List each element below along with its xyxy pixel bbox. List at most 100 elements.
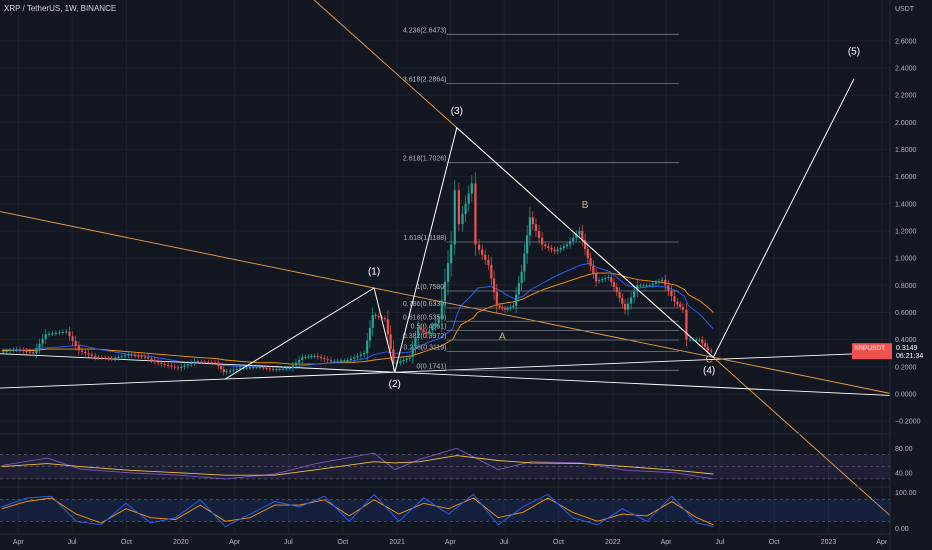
candle-body [425, 331, 428, 335]
candle-body [470, 183, 473, 194]
candle-body [180, 366, 183, 369]
candle-body [200, 361, 203, 363]
candle-body [443, 281, 447, 301]
candle-body [537, 230, 541, 238]
candle-body [523, 253, 526, 272]
candle-body [565, 244, 569, 247]
stoch-tick-label: 0.00 [895, 526, 909, 533]
candle-body [673, 296, 676, 302]
candle-body [294, 362, 298, 366]
candle-body [114, 357, 117, 359]
candle-body [453, 190, 456, 245]
ma-fast-line [1, 263, 714, 369]
y-tick-label: 2.0000 [895, 120, 917, 127]
candle-body [176, 367, 180, 369]
y-tick-label: 1.4000 [895, 201, 917, 208]
candle-body [399, 361, 402, 363]
candle-body [8, 350, 12, 352]
candle-body [298, 360, 301, 363]
candle-body [214, 362, 217, 364]
candle-body [313, 355, 316, 357]
candle-body [572, 237, 575, 242]
candle-body [143, 356, 147, 358]
candle-body [90, 354, 94, 356]
candle-body [531, 217, 534, 225]
candle-body [688, 339, 692, 341]
candle-body [490, 264, 493, 279]
price-badge-symbol: XRPUSDT [854, 345, 885, 352]
rsi-tick-label: 80.00 [895, 446, 913, 453]
candle-body [509, 307, 512, 309]
candle-body [123, 355, 127, 357]
fib-level-label: 0.618(0.5350) [403, 314, 447, 321]
x-tick-label: 2023 [821, 539, 837, 546]
candle-body [316, 355, 319, 358]
fib-level-label: 1(0.7580) [417, 284, 447, 291]
fib-level-label: 2.618(1.7026) [403, 156, 447, 163]
candle-body [333, 361, 336, 363]
stoch-tick-label: 100.00 [895, 490, 917, 497]
candle-body [575, 234, 578, 238]
candle-body [363, 353, 366, 355]
x-tick-label: Jul [284, 539, 293, 546]
rsi-ma-line [1, 455, 714, 476]
candle-body [520, 271, 523, 284]
wave-label: (5) [848, 46, 860, 57]
candle-body [604, 278, 607, 280]
x-tick-label: Jul [715, 539, 724, 546]
candle-body [262, 367, 265, 369]
fib-level-label: 3.618(2.2864) [403, 76, 447, 83]
y-tick-label: 0.4000 [895, 337, 917, 344]
x-tick-label: Apr [661, 539, 673, 546]
candle-body [495, 292, 498, 306]
candle-body [157, 361, 160, 363]
candle-body [501, 307, 504, 309]
elliott-wave-path [224, 78, 855, 380]
candle-body [219, 365, 223, 370]
candle-body [461, 213, 464, 225]
candle-body [150, 358, 153, 360]
stochastic-pane: 100.00 0.00 [0, 490, 917, 533]
candle-body [65, 331, 68, 333]
candle-body [173, 366, 176, 368]
x-tick-label: 2022 [605, 539, 621, 546]
candle-body [229, 370, 232, 372]
candle-body [110, 358, 113, 360]
candle-body [329, 360, 333, 362]
symbol-title: XRP / TetherUS, 1W, BINANCE [4, 4, 117, 13]
ma-slow-line [1, 272, 714, 365]
y-tick-label: 1.8000 [895, 147, 917, 154]
candle-body [163, 364, 166, 366]
candle-body [386, 319, 389, 335]
candle-body [583, 240, 587, 250]
candle-body [419, 327, 423, 330]
candle-body [281, 368, 285, 370]
wave-label: (1) [368, 266, 380, 277]
candle-body [349, 358, 353, 360]
candle-body [74, 340, 77, 346]
candle-body [422, 329, 425, 332]
candle-body [326, 359, 329, 361]
candle-body [467, 193, 470, 204]
candle-body [193, 361, 196, 363]
candle-body [104, 357, 107, 359]
candle-body [503, 308, 507, 310]
price-badge [852, 343, 892, 360]
y-tick-label: 2.6000 [895, 38, 917, 45]
candle-body [252, 367, 255, 369]
candle-body [698, 339, 701, 341]
rsi-pane: 80.00 40.00 [0, 446, 913, 480]
candle-body [87, 353, 90, 355]
candle-body [526, 235, 529, 254]
y-tick-label: −0.2000 [895, 419, 921, 426]
candle-body [323, 358, 326, 360]
fib-level-label: 0.5(0.4661) [411, 324, 447, 331]
candle-body [217, 362, 220, 366]
candle-body [222, 369, 225, 373]
candle-body [710, 350, 713, 352]
y-tick-label: 2.2000 [895, 93, 917, 100]
candle-body [107, 358, 110, 360]
candle-body [343, 360, 346, 362]
fib-level-label: 1.618(1.1188) [403, 235, 446, 242]
